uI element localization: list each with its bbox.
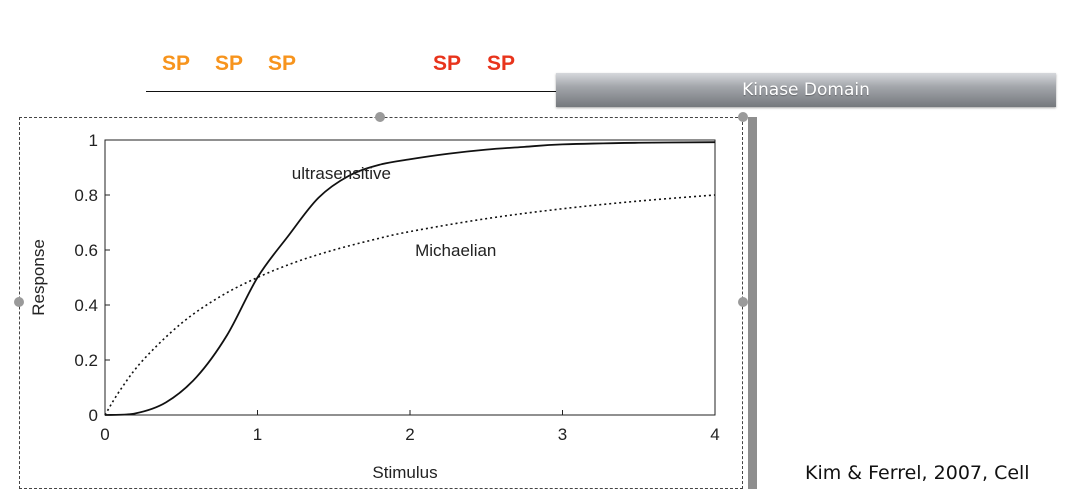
annotation-ultrasensitive: ultrasensitive: [292, 164, 391, 183]
x-tick-label-2: 2: [405, 425, 414, 444]
sp-site-5: SP: [487, 52, 516, 75]
x-axis-label: Stimulus: [372, 463, 437, 482]
annotation-michaelian: Michaelian: [415, 241, 496, 260]
figure-frame-edge: [748, 117, 757, 489]
y-tick-label-2: 0.4: [74, 296, 98, 315]
phosphorylation-site-row: SP SP SP SP SP: [0, 52, 600, 82]
kinase-domain-label: Kinase Domain: [742, 80, 870, 100]
y-axis-label: Response: [29, 239, 48, 316]
protein-backbone-line: [146, 91, 558, 92]
sp-site-3: SP: [268, 52, 297, 75]
y-tick-label-4: 0.8: [74, 186, 98, 205]
series-line-michaelian: [104, 194, 716, 416]
kinase-domain-bar: Kinase Domain: [556, 73, 1056, 107]
y-tick-label-1: 0.2: [74, 351, 98, 370]
x-tick-label-1: 1: [253, 425, 262, 444]
sp-site-1: SP: [162, 52, 191, 75]
plot-area-box: [104, 139, 716, 416]
y-tick-label-5: 1: [89, 131, 98, 150]
series-line-ultrasensitive: [104, 141, 716, 416]
x-tick-label-0: 0: [100, 425, 109, 444]
y-tick-label-3: 0.6: [74, 241, 98, 260]
resize-handle-top[interactable]: [375, 112, 385, 122]
resize-handle-left[interactable]: [14, 297, 24, 307]
x-tick-label-3: 3: [558, 425, 567, 444]
resize-handle-top-right[interactable]: [738, 112, 748, 122]
x-tick-label-4: 4: [710, 425, 719, 444]
resize-handle-right[interactable]: [738, 297, 748, 307]
y-tick-label-0: 0: [89, 406, 98, 425]
sp-site-2: SP: [215, 52, 244, 75]
citation-text: Kim & Ferrel, 2007, Cell: [805, 462, 1030, 484]
sp-site-4: SP: [433, 52, 462, 75]
